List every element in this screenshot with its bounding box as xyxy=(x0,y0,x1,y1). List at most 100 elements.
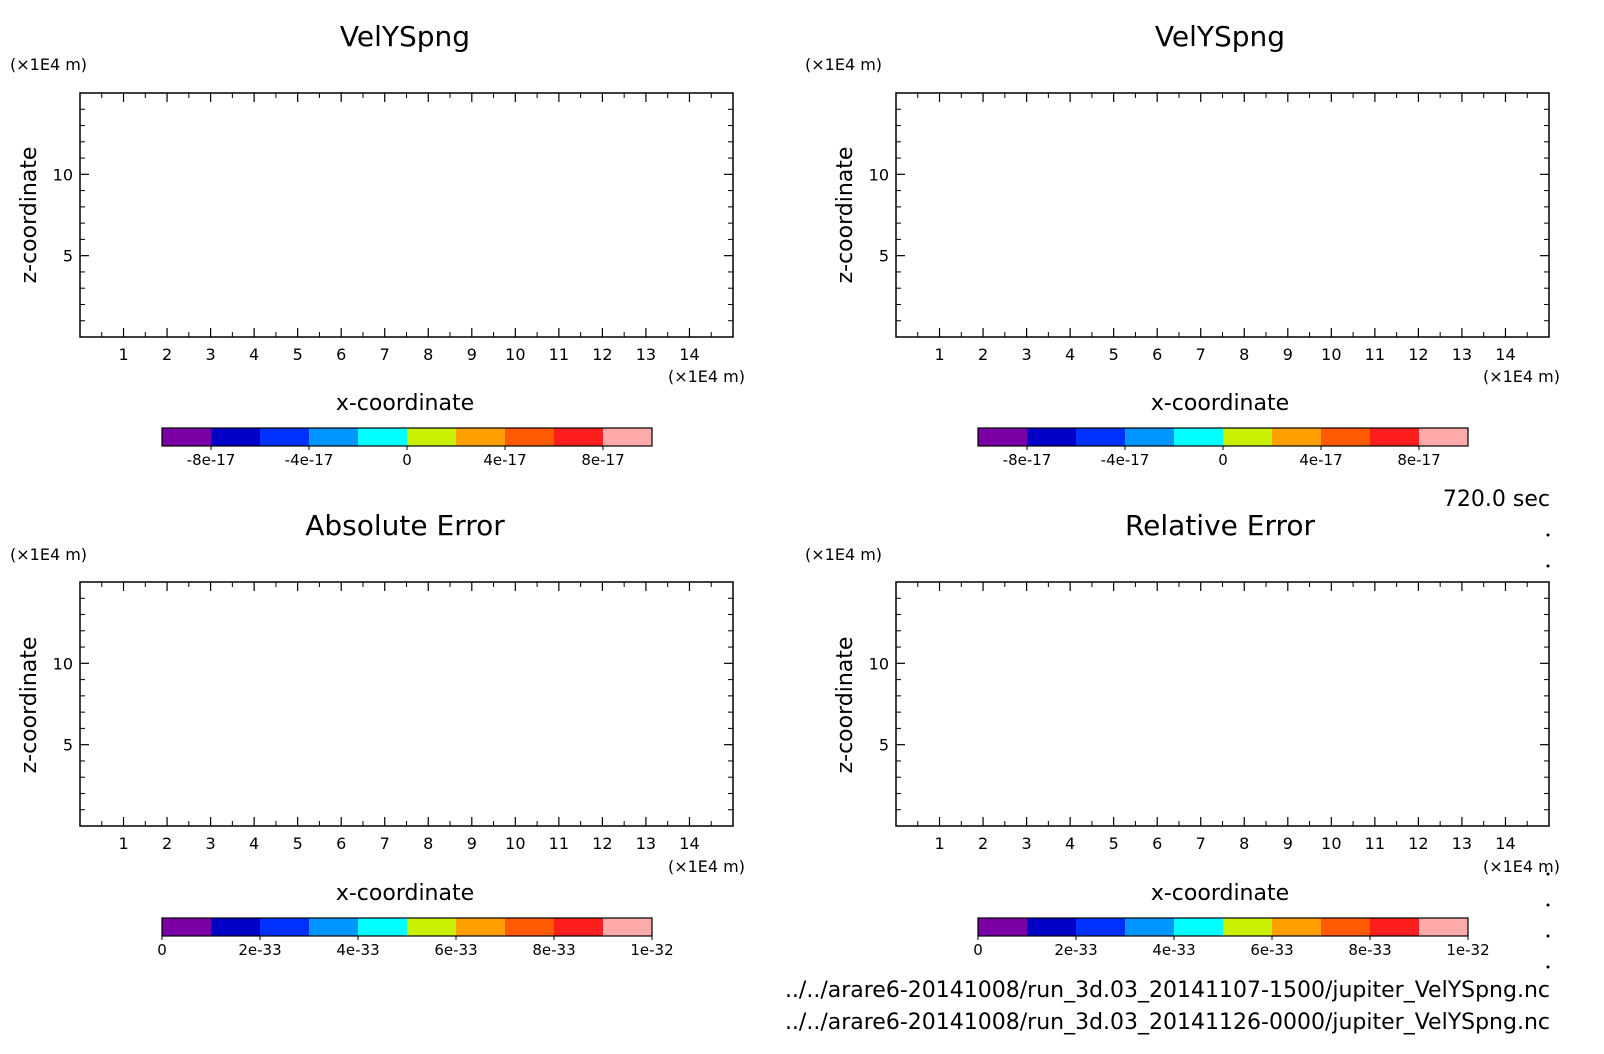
panel-title: Relative Error xyxy=(1125,509,1316,542)
x-tick-label: 1 xyxy=(118,834,128,853)
colorbar-frame xyxy=(977,917,1469,937)
x-tick-label: 13 xyxy=(1452,345,1472,364)
colorbar-swatch xyxy=(1272,428,1322,446)
colorbar-tick-label: 0 xyxy=(973,941,983,959)
x-tick-label: 4 xyxy=(1065,834,1075,853)
colorbar-tick-label: 1e-32 xyxy=(1446,941,1489,959)
x-tick-label: 13 xyxy=(1452,834,1472,853)
colorbar-swatch xyxy=(1321,918,1371,936)
x-tick-label: 5 xyxy=(1109,345,1119,364)
x-tick-label: 7 xyxy=(1196,834,1206,853)
colorbar-swatch xyxy=(603,918,653,936)
colorbar-tick-label: 0 xyxy=(402,451,412,469)
colorbar-swatch xyxy=(1223,428,1273,446)
x-tick-label: 14 xyxy=(679,345,699,364)
x-tick-label: 3 xyxy=(1022,345,1032,364)
x-axis-unit: (×1E4 m) xyxy=(668,857,745,876)
colorbar-swatch xyxy=(1125,918,1175,936)
panel-title: VelYSpng xyxy=(340,20,470,53)
colorbar-swatch xyxy=(309,428,359,446)
colorbar-swatch xyxy=(456,428,506,446)
y-axis-unit: (×1E4 m) xyxy=(805,545,882,564)
x-tick-label: 9 xyxy=(1283,345,1293,364)
plot-frame xyxy=(895,92,1550,338)
panel-2: Absolute Error (×1E4 m) (×1E4 m) x-coord… xyxy=(10,509,745,959)
plot-frame xyxy=(895,581,1550,827)
x-tick-label: 11 xyxy=(549,345,569,364)
colorbar-tick-label: 8e-17 xyxy=(1397,451,1440,469)
file-path-1: ../../arare6-20141008/run_3d.03_20141107… xyxy=(785,978,1550,1003)
colorbar-tick-label: 8e-17 xyxy=(581,451,624,469)
x-tick-label: 8 xyxy=(1239,345,1249,364)
x-tick-label: 2 xyxy=(978,834,988,853)
y-tick-label: 10 xyxy=(53,165,73,184)
x-axis-label: x-coordinate xyxy=(1151,881,1289,906)
colorbar-swatch xyxy=(978,918,1028,936)
plot-frame xyxy=(79,92,734,338)
colorbar-swatch xyxy=(358,918,408,936)
x-tick-label: 12 xyxy=(592,834,612,853)
colorbar-tick-label: -8e-17 xyxy=(1003,451,1052,469)
y-axis-unit: (×1E4 m) xyxy=(805,55,882,74)
x-tick-label: 7 xyxy=(380,345,390,364)
y-tick-label: 5 xyxy=(879,247,889,266)
colorbar-swatch xyxy=(162,918,212,936)
x-tick-label: 7 xyxy=(1196,345,1206,364)
x-tick-label: 10 xyxy=(505,834,525,853)
y-axis-label: z-coordinate xyxy=(17,147,42,284)
y-tick-label: 10 xyxy=(869,654,889,673)
panel-title: VelYSpng xyxy=(1155,20,1285,53)
file-path-2: ../../arare6-20141008/run_3d.03_20141126… xyxy=(785,1010,1550,1035)
colorbar-swatch xyxy=(358,428,408,446)
x-tick-label: 6 xyxy=(1152,345,1162,364)
y-tick-label: 10 xyxy=(53,654,73,673)
colorbar-swatch xyxy=(1027,918,1077,936)
edge-dots xyxy=(1546,533,1550,969)
panel-title: Absolute Error xyxy=(305,509,505,542)
x-axis-unit: (×1E4 m) xyxy=(668,367,745,386)
colorbar-swatch xyxy=(1419,428,1469,446)
x-tick-label: 2 xyxy=(162,834,172,853)
x-tick-label: 9 xyxy=(1283,834,1293,853)
x-tick-label: 8 xyxy=(423,834,433,853)
panel-1: VelYSpng (×1E4 m) (×1E4 m) x-coordinate … xyxy=(805,20,1560,469)
colorbar-swatch xyxy=(1370,428,1420,446)
x-tick-label: 1 xyxy=(118,345,128,364)
y-tick-label: 5 xyxy=(63,736,73,755)
x-tick-label: 4 xyxy=(249,345,259,364)
colorbar-swatch xyxy=(1370,918,1420,936)
colorbar-tick-label: 8e-33 xyxy=(1348,941,1391,959)
colorbar-swatch xyxy=(603,428,653,446)
x-tick-label: 5 xyxy=(293,345,303,364)
y-tick-label: 10 xyxy=(869,165,889,184)
colorbar-swatch xyxy=(260,428,310,446)
plot-frame xyxy=(79,581,734,827)
x-tick-label: 6 xyxy=(1152,834,1162,853)
colorbar-swatch xyxy=(1174,428,1224,446)
x-tick-label: 11 xyxy=(549,834,569,853)
colorbar-tick-label: -8e-17 xyxy=(187,451,236,469)
x-tick-label: 10 xyxy=(1321,834,1341,853)
x-tick-label: 8 xyxy=(1239,834,1249,853)
x-tick-label: 14 xyxy=(1495,834,1515,853)
x-tick-label: 6 xyxy=(336,834,346,853)
colorbar-swatch xyxy=(1419,918,1469,936)
x-axis-label: x-coordinate xyxy=(1151,391,1289,416)
x-tick-label: 8 xyxy=(423,345,433,364)
colorbar-swatch xyxy=(211,428,261,446)
time-label: 720.0 sec xyxy=(1443,487,1550,512)
colorbar-tick-label: 4e-17 xyxy=(1299,451,1342,469)
y-axis-label: z-coordinate xyxy=(17,637,42,774)
colorbar-swatch xyxy=(1223,918,1273,936)
colorbar-swatch xyxy=(505,428,555,446)
colorbar-tick-label: 2e-33 xyxy=(238,941,281,959)
x-tick-label: 13 xyxy=(636,834,656,853)
y-tick-label: 5 xyxy=(879,736,889,755)
y-axis-label: z-coordinate xyxy=(833,147,858,284)
x-tick-label: 11 xyxy=(1365,345,1385,364)
x-tick-label: 9 xyxy=(467,345,477,364)
colorbar-swatch xyxy=(211,918,261,936)
colorbar-swatch xyxy=(1076,428,1126,446)
colorbar-swatch xyxy=(407,428,457,446)
